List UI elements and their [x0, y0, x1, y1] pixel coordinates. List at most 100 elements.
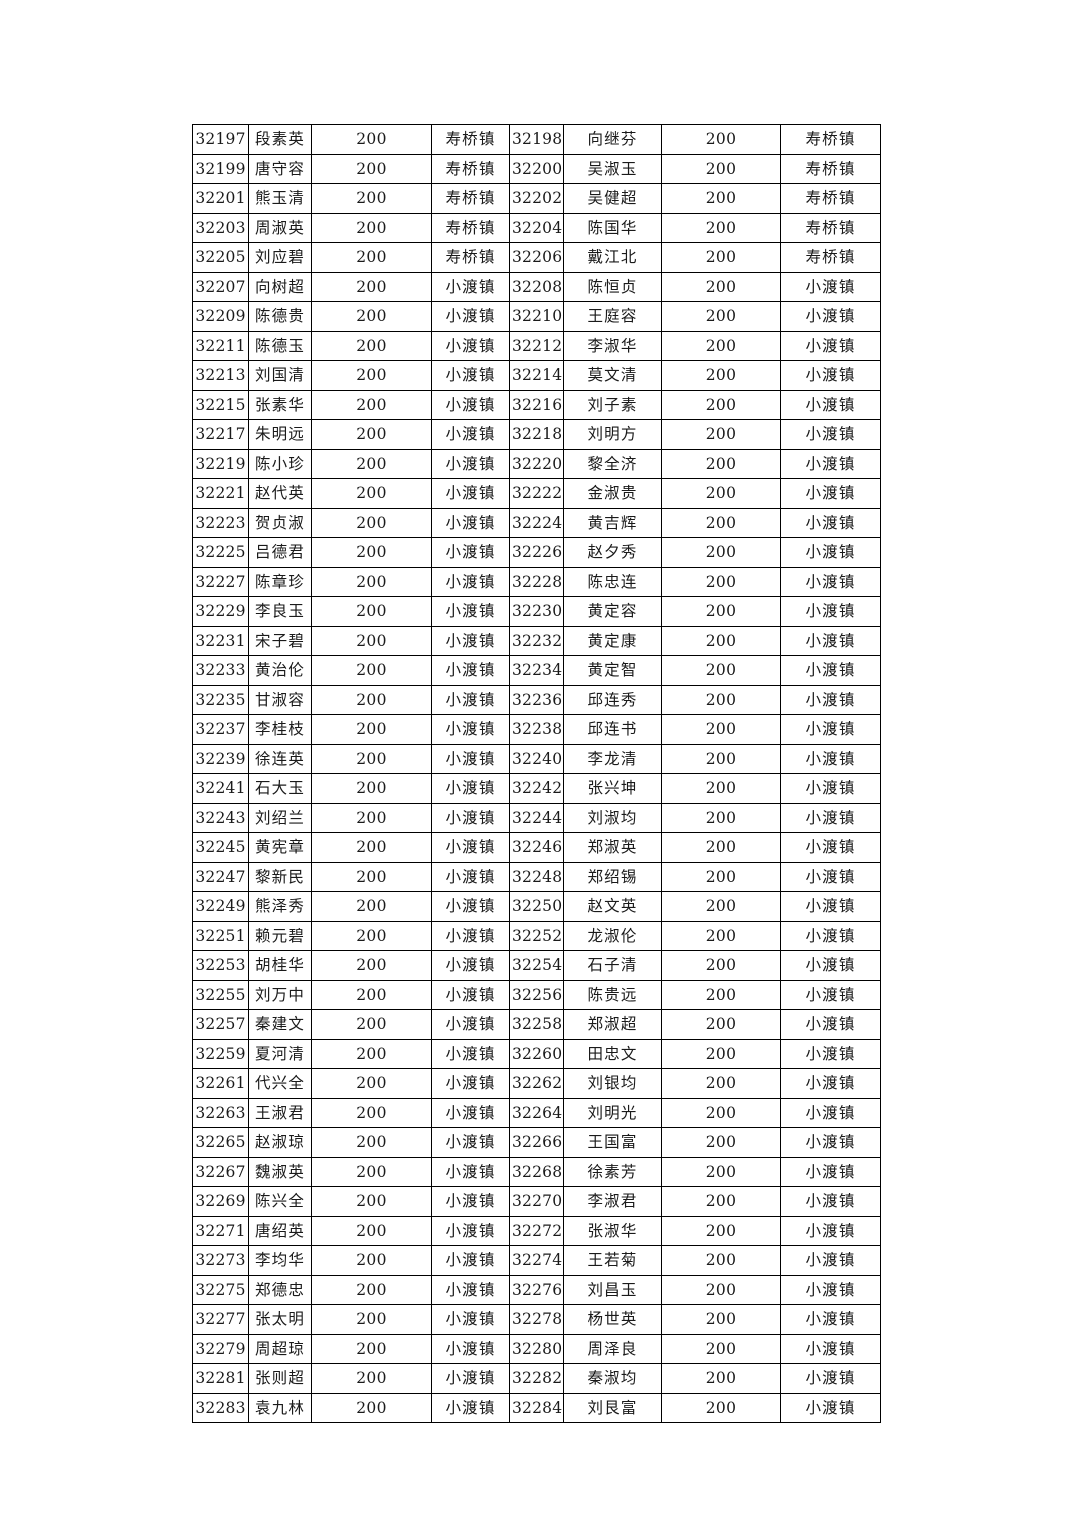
cell-recipient-name-left: 吕德君 — [248, 537, 312, 568]
table-row: 32231 宋子碧 200 小渡镇 32232 黄定康 200 小渡镇 — [192, 625, 881, 656]
cell-serial-number-left: 32201 — [192, 183, 249, 214]
cell-township-right: 小渡镇 — [780, 625, 881, 656]
cell-amount-right: 200 — [661, 301, 781, 332]
cell-amount-left: 200 — [311, 1127, 432, 1158]
cell-township-right: 小渡镇 — [780, 1038, 881, 1069]
cell-recipient-name-right: 黎全济 — [563, 448, 662, 479]
table-row: 32201 熊玉清 200 寿桥镇 32202 吴健超 200 寿桥镇 — [192, 183, 881, 214]
cell-recipient-name-left: 赖元碧 — [248, 920, 312, 951]
cell-recipient-name-right: 陈贵远 — [563, 979, 662, 1010]
cell-township-left: 寿桥镇 — [431, 242, 510, 273]
cell-amount-left: 200 — [311, 212, 432, 243]
cell-recipient-name-left: 唐守容 — [248, 153, 312, 184]
cell-recipient-name-right: 邱连秀 — [563, 684, 662, 715]
cell-amount-left: 200 — [311, 448, 432, 479]
table-row: 32217 朱明远 200 小渡镇 32218 刘明方 200 小渡镇 — [192, 419, 881, 450]
cell-township-right: 小渡镇 — [780, 507, 881, 538]
cell-amount-right: 200 — [661, 773, 781, 804]
cell-serial-number-right: 32224 — [509, 507, 564, 538]
cell-recipient-name-right: 邱连书 — [563, 714, 662, 745]
cell-township-right: 小渡镇 — [780, 773, 881, 804]
cell-serial-number-right: 32264 — [509, 1097, 564, 1128]
cell-amount-right: 200 — [661, 655, 781, 686]
cell-township-left: 小渡镇 — [431, 714, 510, 745]
cell-amount-right: 200 — [661, 714, 781, 745]
cell-township-right: 寿桥镇 — [780, 183, 881, 214]
cell-township-left: 小渡镇 — [431, 1097, 510, 1128]
cell-recipient-name-left: 李桂枝 — [248, 714, 312, 745]
cell-township-left: 小渡镇 — [431, 1038, 510, 1069]
cell-serial-number-left: 32207 — [192, 271, 249, 302]
table-row: 32271 唐绍英 200 小渡镇 32272 张淑华 200 小渡镇 — [192, 1215, 881, 1246]
cell-serial-number-left: 32231 — [192, 625, 249, 656]
cell-recipient-name-right: 黄定容 — [563, 596, 662, 627]
table-row: 32263 王淑君 200 小渡镇 32264 刘明光 200 小渡镇 — [192, 1097, 881, 1128]
cell-serial-number-right: 32278 — [509, 1304, 564, 1335]
cell-township-left: 寿桥镇 — [431, 124, 510, 155]
cell-amount-left: 200 — [311, 802, 432, 833]
cell-serial-number-right: 32258 — [509, 1009, 564, 1040]
table-row: 32251 赖元碧 200 小渡镇 32252 龙淑伦 200 小渡镇 — [192, 920, 881, 951]
cell-amount-right: 200 — [661, 153, 781, 184]
cell-recipient-name-left: 朱明远 — [248, 419, 312, 450]
table-row: 32213 刘国清 200 小渡镇 32214 莫文清 200 小渡镇 — [192, 360, 881, 391]
table-row: 32283 袁九林 200 小渡镇 32284 刘艮富 200 小渡镇 — [192, 1392, 881, 1423]
cell-recipient-name-left: 陈德玉 — [248, 330, 312, 361]
cell-serial-number-right: 32244 — [509, 802, 564, 833]
cell-recipient-name-left: 周淑英 — [248, 212, 312, 243]
cell-recipient-name-left: 黄宪章 — [248, 832, 312, 863]
table-row: 32225 吕德君 200 小渡镇 32226 赵夕秀 200 小渡镇 — [192, 537, 881, 568]
cell-serial-number-left: 32249 — [192, 891, 249, 922]
cell-township-right: 小渡镇 — [780, 419, 881, 450]
cell-recipient-name-right: 戴江北 — [563, 242, 662, 273]
cell-serial-number-left: 32283 — [192, 1392, 249, 1423]
cell-township-left: 小渡镇 — [431, 389, 510, 420]
cell-serial-number-left: 32267 — [192, 1156, 249, 1187]
cell-amount-left: 200 — [311, 1245, 432, 1276]
cell-amount-left: 200 — [311, 1009, 432, 1040]
cell-recipient-name-left: 陈德贵 — [248, 301, 312, 332]
cell-serial-number-left: 32241 — [192, 773, 249, 804]
cell-serial-number-right: 32242 — [509, 773, 564, 804]
cell-township-left: 小渡镇 — [431, 1009, 510, 1040]
cell-amount-left: 200 — [311, 861, 432, 892]
cell-township-left: 小渡镇 — [431, 271, 510, 302]
table-row: 32275 郑德忠 200 小渡镇 32276 刘昌玉 200 小渡镇 — [192, 1274, 881, 1305]
cell-amount-right: 200 — [661, 478, 781, 509]
cell-township-right: 小渡镇 — [780, 596, 881, 627]
cell-recipient-name-left: 王淑君 — [248, 1097, 312, 1128]
cell-amount-right: 200 — [661, 625, 781, 656]
roster-table: 32197 段素英 200 寿桥镇 32198 向继芬 200 寿桥镇 32199 唐守容 200 寿… — [192, 124, 881, 1423]
cell-serial-number-right: 32200 — [509, 153, 564, 184]
cell-serial-number-right: 32240 — [509, 743, 564, 774]
cell-township-left: 小渡镇 — [431, 950, 510, 981]
cell-amount-right: 200 — [661, 743, 781, 774]
cell-recipient-name-right: 郑淑英 — [563, 832, 662, 863]
cell-serial-number-right: 32256 — [509, 979, 564, 1010]
cell-amount-left: 200 — [311, 330, 432, 361]
cell-serial-number-left: 32205 — [192, 242, 249, 273]
cell-township-left: 小渡镇 — [431, 891, 510, 922]
cell-township-right: 小渡镇 — [780, 684, 881, 715]
cell-serial-number-right: 32210 — [509, 301, 564, 332]
cell-serial-number-right: 32280 — [509, 1333, 564, 1364]
cell-township-left: 小渡镇 — [431, 478, 510, 509]
cell-recipient-name-left: 张太明 — [248, 1304, 312, 1335]
cell-serial-number-left: 32225 — [192, 537, 249, 568]
cell-recipient-name-right: 刘淑均 — [563, 802, 662, 833]
cell-serial-number-right: 32274 — [509, 1245, 564, 1276]
cell-amount-right: 200 — [661, 271, 781, 302]
cell-serial-number-right: 32270 — [509, 1186, 564, 1217]
cell-recipient-name-left: 向树超 — [248, 271, 312, 302]
cell-recipient-name-right: 陈恒贞 — [563, 271, 662, 302]
cell-recipient-name-right: 张兴坤 — [563, 773, 662, 804]
cell-township-left: 小渡镇 — [431, 773, 510, 804]
cell-township-right: 小渡镇 — [780, 1186, 881, 1217]
cell-amount-right: 200 — [661, 212, 781, 243]
cell-amount-left: 200 — [311, 242, 432, 273]
cell-township-right: 小渡镇 — [780, 271, 881, 302]
cell-serial-number-right: 32254 — [509, 950, 564, 981]
cell-amount-right: 200 — [661, 1304, 781, 1335]
cell-recipient-name-left: 张则超 — [248, 1363, 312, 1394]
cell-amount-right: 200 — [661, 1274, 781, 1305]
